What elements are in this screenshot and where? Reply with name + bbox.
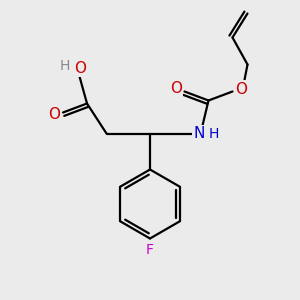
Text: O: O [235,82,247,97]
Text: O: O [74,61,86,76]
Text: F: F [146,243,154,257]
Text: H: H [209,127,219,140]
Text: O: O [49,107,61,122]
Text: H: H [59,59,70,73]
Text: O: O [170,81,182,96]
Text: N: N [193,126,205,141]
